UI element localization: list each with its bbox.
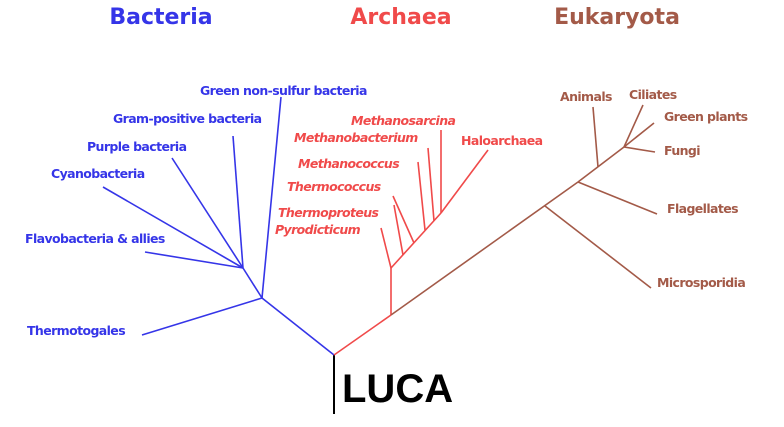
archaea-branches	[333, 130, 489, 356]
domain-header-archaea: Archaea	[350, 5, 451, 30]
branch-flagellates	[577, 181, 658, 215]
branch-purple	[171, 157, 244, 269]
branch-thermotogales	[141, 297, 263, 336]
label-thermotogales: Thermotogales	[27, 323, 125, 338]
label-methanobacterium: Methanobacterium	[294, 130, 418, 145]
branch-microsporidia	[544, 205, 652, 289]
domain-header-bacteria: Bacteria	[109, 5, 212, 30]
label-methanococcus: Methanococcus	[298, 156, 399, 171]
branch-haloarchaea	[440, 149, 489, 214]
label-gram-positive: Gram-positive bacteria	[113, 111, 262, 126]
eukaryota-labels: Animals Ciliates Green plants Fungi Flag…	[560, 87, 748, 290]
label-thermococcus: Thermococcus	[287, 179, 381, 194]
branch-green-nonsulfur	[261, 96, 282, 299]
branch-ciliates	[623, 104, 644, 148]
branch-eukaryota-crown	[577, 146, 625, 183]
branch-gram-positive	[232, 135, 244, 269]
root-label-luca: LUCA	[342, 367, 453, 411]
bacteria-branches	[102, 96, 335, 356]
branch-thermococcus	[392, 195, 415, 244]
branch-animals	[592, 106, 599, 168]
eukaryota-branches	[390, 104, 658, 316]
label-animals: Animals	[560, 89, 612, 104]
label-flavobacteria: Flavobacteria & allies	[25, 231, 165, 246]
bacteria-labels: Green non-sulfur bacteria Gram-positive …	[25, 83, 368, 338]
label-thermoproteus: Thermoproteus	[278, 205, 379, 220]
branch-bacteria-inner	[242, 267, 263, 299]
label-cyanobacteria: Cyanobacteria	[51, 166, 145, 181]
branch-flavobacteria	[144, 251, 244, 269]
branch-archaea-backbone	[390, 212, 442, 269]
label-microsporidia: Microsporidia	[657, 275, 745, 290]
label-ciliates: Ciliates	[629, 87, 677, 102]
branch-methanobacterium	[427, 147, 435, 222]
label-methanosarcina: Methanosarcina	[351, 113, 456, 128]
branch-methanococcus	[417, 161, 426, 231]
branch-thermoproteus	[393, 204, 404, 256]
branch-pyrodicticum	[380, 227, 392, 269]
label-green-nonsulfur: Green non-sulfur bacteria	[200, 83, 367, 98]
branch-archaea-eukaryota-stem	[333, 314, 392, 356]
label-haloarchaea: Haloarchaea	[461, 133, 543, 148]
branch-bacteria-stem	[261, 297, 335, 356]
label-fungi: Fungi	[664, 143, 700, 158]
label-flagellates: Flagellates	[667, 201, 738, 216]
archaea-labels: Methanosarcina Methanobacterium Haloarch…	[275, 113, 543, 237]
label-purple: Purple bacteria	[87, 139, 187, 154]
branch-cyanobacteria	[102, 186, 244, 269]
label-green-plants: Green plants	[664, 109, 748, 124]
branch-green-plants	[623, 122, 655, 148]
label-pyrodicticum: Pyrodicticum	[275, 222, 361, 237]
branch-fungi	[623, 146, 656, 153]
branch-eukaryota-stem	[390, 181, 579, 316]
domain-header-eukaryota: Eukaryota	[554, 5, 680, 30]
